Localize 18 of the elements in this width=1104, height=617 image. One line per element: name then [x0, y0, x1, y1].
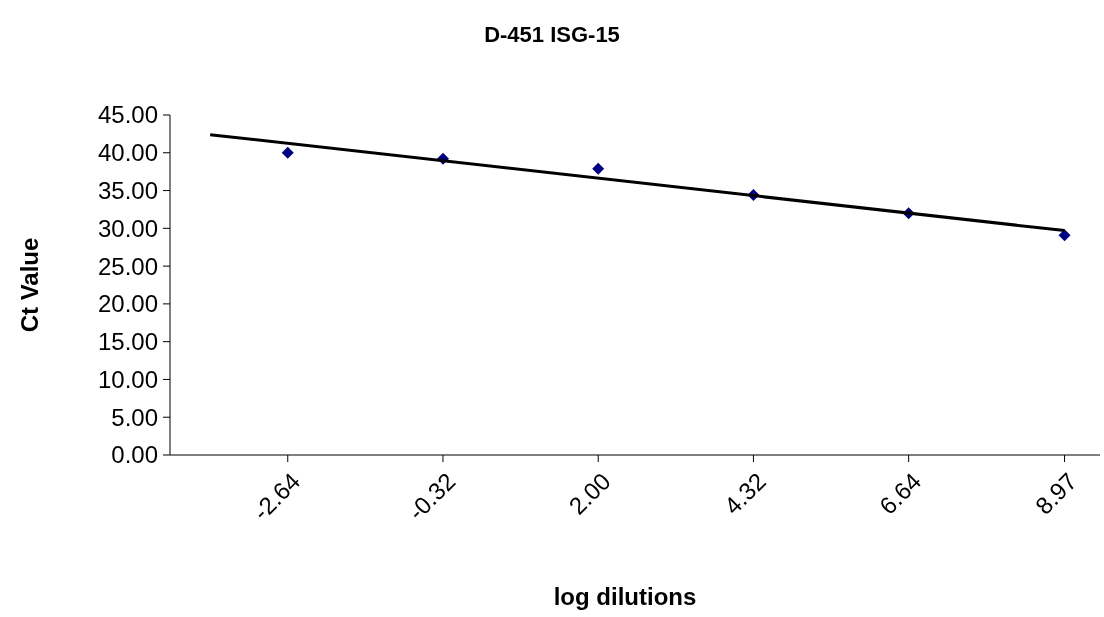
y-tick-label: 0.00 [111, 441, 158, 469]
y-tick-label: 35.00 [97, 176, 158, 204]
y-tick-label: 45.00 [97, 101, 158, 129]
point [281, 146, 294, 159]
chart-title: D-451 ISG-15 [484, 22, 620, 47]
x-tick-label: 6.64 [874, 467, 927, 520]
point [592, 162, 605, 175]
y-axis-title: Ct Value [16, 237, 43, 333]
y-tick-label: 10.00 [97, 365, 158, 393]
x-axis-title: log dilutions [553, 583, 697, 610]
y-tick-label: 25.00 [97, 252, 158, 280]
y-tick-label: 30.00 [97, 214, 158, 242]
x-tick-label: 4.32 [718, 467, 771, 520]
y-tick-label: 5.00 [111, 403, 158, 431]
y-tick-label: 20.00 [97, 290, 158, 318]
y-tick-label: 40.00 [97, 139, 158, 167]
y-tick-label: 15.00 [97, 328, 158, 356]
point [1058, 229, 1071, 242]
